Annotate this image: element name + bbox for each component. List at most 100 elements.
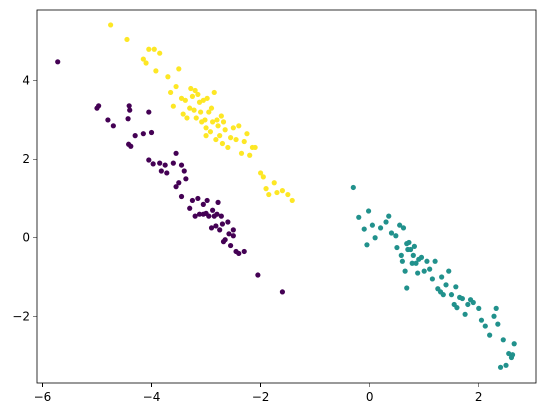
data-point	[462, 311, 468, 317]
data-point	[407, 246, 414, 253]
data-point	[406, 239, 412, 246]
data-point	[208, 105, 215, 111]
points-layer	[55, 22, 517, 370]
data-point	[178, 162, 185, 168]
data-point	[448, 292, 455, 298]
y-tick-label: 2	[22, 152, 30, 166]
data-point	[429, 276, 435, 282]
series-1	[350, 184, 517, 370]
y-tick-label: 0	[22, 231, 30, 245]
data-point	[150, 161, 156, 167]
data-point	[170, 160, 176, 166]
data-point	[192, 87, 198, 94]
data-point	[465, 301, 471, 308]
data-point	[402, 268, 408, 274]
data-point	[225, 144, 231, 151]
data-point	[244, 131, 250, 137]
data-point	[146, 46, 152, 52]
data-point	[440, 292, 446, 298]
data-point	[189, 93, 196, 99]
data-point	[258, 170, 264, 176]
data-point	[255, 272, 261, 278]
data-point	[214, 117, 220, 123]
data-point	[509, 352, 516, 358]
data-point	[285, 191, 291, 198]
data-point	[394, 244, 400, 251]
data-point	[146, 109, 152, 115]
data-point	[108, 22, 114, 28]
data-point	[399, 258, 405, 264]
x-tick-label: 2	[475, 390, 483, 404]
data-point	[213, 223, 219, 229]
data-point	[157, 160, 163, 166]
data-point	[206, 213, 212, 219]
data-point	[266, 191, 272, 198]
data-point	[178, 193, 185, 200]
data-point	[193, 115, 199, 121]
y-axis-ticks: −2 0 2 4	[12, 74, 37, 323]
data-point	[215, 123, 221, 129]
data-point	[158, 168, 164, 174]
data-point	[274, 189, 280, 196]
data-point	[178, 95, 185, 101]
data-point	[263, 186, 269, 192]
data-point	[361, 226, 367, 232]
data-point	[162, 162, 168, 168]
data-point	[220, 119, 227, 125]
data-point	[200, 201, 206, 207]
data-point	[247, 152, 253, 158]
data-point	[236, 123, 242, 129]
x-tick-label: −6	[34, 390, 52, 404]
data-point	[217, 227, 223, 233]
data-point	[143, 60, 149, 66]
data-point	[415, 270, 421, 276]
data-point	[432, 258, 438, 264]
data-point	[418, 254, 425, 260]
data-point	[228, 135, 234, 141]
data-point	[236, 250, 242, 257]
data-point	[203, 133, 209, 139]
data-point	[165, 74, 171, 80]
data-point	[180, 111, 186, 117]
data-point	[233, 136, 239, 143]
data-point	[476, 305, 482, 311]
data-point	[125, 116, 131, 122]
data-point	[146, 157, 152, 163]
data-point	[383, 219, 389, 225]
data-point	[211, 89, 217, 96]
data-point	[148, 129, 155, 136]
data-point	[213, 136, 219, 143]
series-0	[55, 59, 286, 295]
data-point	[511, 341, 517, 347]
data-point	[228, 242, 234, 249]
data-point	[421, 268, 427, 274]
data-point	[183, 176, 189, 182]
data-point	[173, 184, 179, 190]
x-tick-label: 0	[366, 390, 374, 404]
data-point	[222, 237, 228, 243]
data-point	[218, 113, 224, 119]
data-point	[409, 260, 415, 266]
data-point	[413, 260, 419, 266]
data-point	[500, 337, 506, 343]
x-tick-label: −2	[252, 390, 270, 404]
data-point	[219, 140, 226, 147]
data-point	[369, 222, 375, 228]
data-point	[195, 195, 201, 202]
x-tick-label: −4	[143, 390, 161, 404]
data-point	[217, 133, 223, 139]
data-point	[230, 233, 236, 239]
data-point	[126, 103, 132, 109]
data-point	[478, 317, 485, 323]
data-point	[230, 125, 236, 131]
data-point	[397, 222, 403, 228]
data-point	[252, 144, 258, 151]
data-point	[127, 107, 133, 113]
data-point	[204, 197, 210, 204]
data-point	[388, 230, 395, 236]
data-point	[204, 95, 210, 101]
data-point	[356, 214, 362, 220]
data-point	[195, 91, 201, 98]
data-point	[493, 305, 499, 311]
